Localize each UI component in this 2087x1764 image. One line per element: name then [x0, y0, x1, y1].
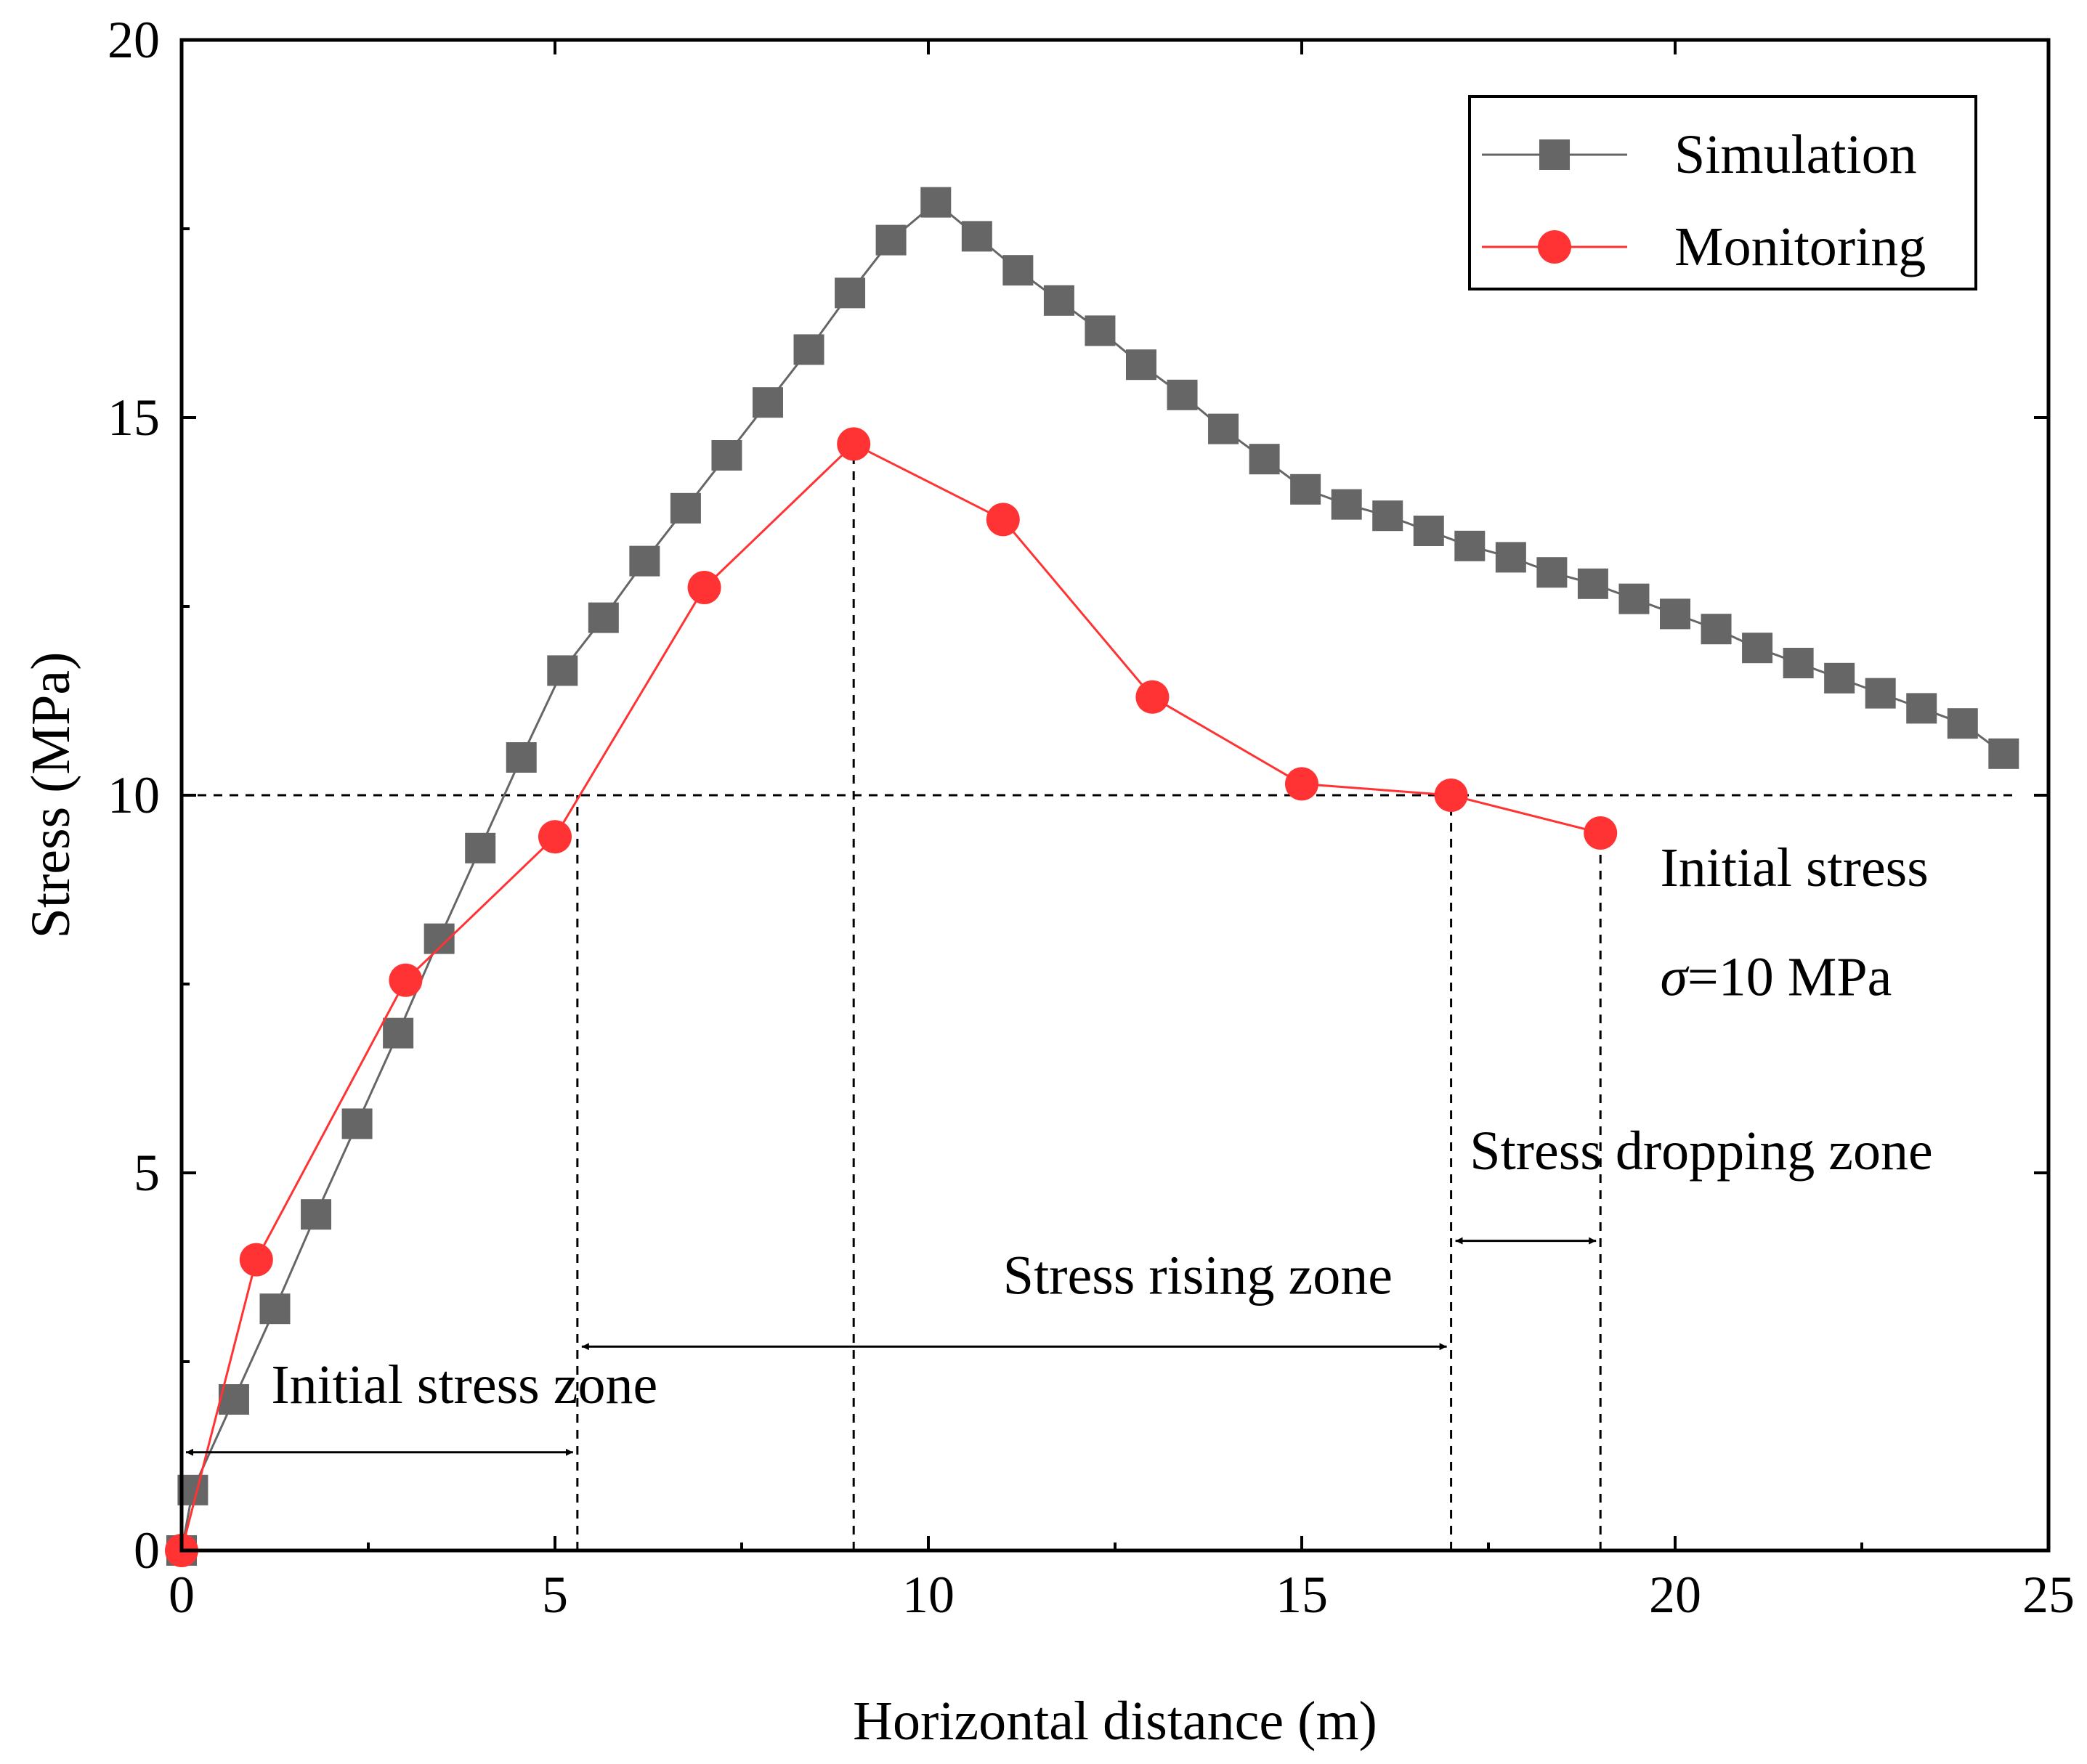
data-point-simulation	[1824, 662, 1855, 694]
data-point-simulation	[1125, 349, 1156, 381]
legend: Simulation Monitoring	[1468, 95, 1977, 290]
legend-label-simulation: Simulation	[1674, 124, 1917, 185]
data-point-monitoring	[1285, 767, 1318, 801]
data-point-simulation	[506, 742, 537, 773]
data-point-simulation	[1085, 315, 1116, 346]
data-point-simulation	[1372, 500, 1403, 532]
data-point-monitoring	[687, 571, 721, 604]
x-tick-label: 25	[2022, 1566, 2075, 1624]
annotation-initial-stress: Initial stress	[1660, 837, 1928, 898]
data-point-monitoring	[389, 963, 423, 997]
data-point-simulation	[341, 1108, 373, 1139]
data-point-simulation	[1002, 255, 1034, 286]
data-point-simulation	[1865, 678, 1896, 709]
series-line-simulation	[180, 200, 2005, 1551]
data-point-monitoring	[538, 820, 572, 854]
data-point-simulation	[1988, 738, 2019, 769]
legend-marker-monitoring	[1538, 230, 1571, 264]
data-point-simulation	[1454, 530, 1486, 561]
x-tick-label: 0	[169, 1566, 195, 1624]
y-tick-label: 5	[134, 1144, 160, 1202]
x-tick-label: 10	[902, 1566, 955, 1624]
y-tick-label: 20	[108, 11, 160, 69]
x-tick-label: 20	[1649, 1566, 1701, 1624]
data-point-simulation	[670, 492, 701, 524]
data-point-simulation	[1495, 542, 1526, 573]
data-point-monitoring	[837, 427, 871, 461]
data-point-simulation	[1947, 708, 1978, 739]
data-point-simulation	[1249, 444, 1280, 475]
data-point-simulation	[1290, 473, 1321, 505]
data-point-monitoring	[1135, 680, 1170, 714]
zone-label-1: Stress rising zone	[1003, 1245, 1393, 1306]
data-point-simulation	[961, 221, 992, 252]
data-point-monitoring	[986, 503, 1020, 537]
data-point-simulation	[1167, 379, 1198, 410]
zone-label-2: Stress dropping zone	[1470, 1121, 1932, 1182]
annotation-sigma: σ=10 MPa	[1660, 947, 1892, 1008]
data-point-simulation	[711, 440, 742, 471]
data-point-simulation	[301, 1199, 332, 1230]
data-point-simulation	[1536, 557, 1568, 588]
y-tick-label: 10	[108, 766, 160, 824]
x-axis-label: Horizontal distance (m)	[853, 1691, 1377, 1752]
legend-marker-simulation	[1539, 139, 1570, 170]
y-tick-label: 15	[108, 389, 160, 447]
data-point-simulation	[1331, 489, 1362, 520]
series-group	[165, 187, 2019, 1567]
data-point-simulation	[1660, 598, 1690, 630]
data-point-simulation	[1043, 285, 1074, 316]
x-tick-label: 5	[542, 1566, 568, 1624]
data-point-simulation	[875, 224, 907, 256]
data-point-simulation	[1413, 516, 1444, 546]
data-point-simulation	[1906, 693, 1937, 724]
y-axis-label: Stress (MPa)	[20, 652, 81, 939]
data-point-simulation	[920, 187, 952, 218]
legend-label-monitoring: Monitoring	[1674, 216, 1926, 277]
data-point-simulation	[835, 277, 866, 309]
data-point-simulation	[1208, 413, 1239, 444]
x-tick-label: 15	[1276, 1566, 1328, 1624]
data-point-simulation	[1701, 614, 1732, 645]
data-point-simulation	[629, 545, 660, 577]
data-point-monitoring	[1584, 816, 1618, 850]
zone-arrows: Initial stress zone Stress rising zone Str…	[186, 1121, 1933, 1456]
data-point-simulation	[547, 655, 578, 686]
y-tick-label: 0	[134, 1521, 160, 1580]
data-point-monitoring	[1434, 779, 1468, 812]
data-point-simulation	[1577, 568, 1608, 599]
data-point-monitoring	[239, 1243, 273, 1277]
data-point-simulation	[465, 832, 496, 863]
reference-lines	[182, 444, 2019, 1550]
zone-label-0: Initial stress zone	[271, 1354, 657, 1415]
data-point-simulation	[1783, 648, 1814, 678]
data-point-simulation	[383, 1017, 414, 1049]
data-point-simulation	[259, 1293, 291, 1325]
data-point-simulation	[1742, 633, 1773, 664]
data-point-simulation	[1618, 583, 1650, 614]
data-point-simulation	[588, 602, 619, 633]
data-point-simulation	[752, 387, 783, 418]
axis-ticks: 0 5 10 15 20 25 0 5 10 15 20	[108, 11, 2075, 1624]
data-point-simulation	[793, 334, 824, 365]
